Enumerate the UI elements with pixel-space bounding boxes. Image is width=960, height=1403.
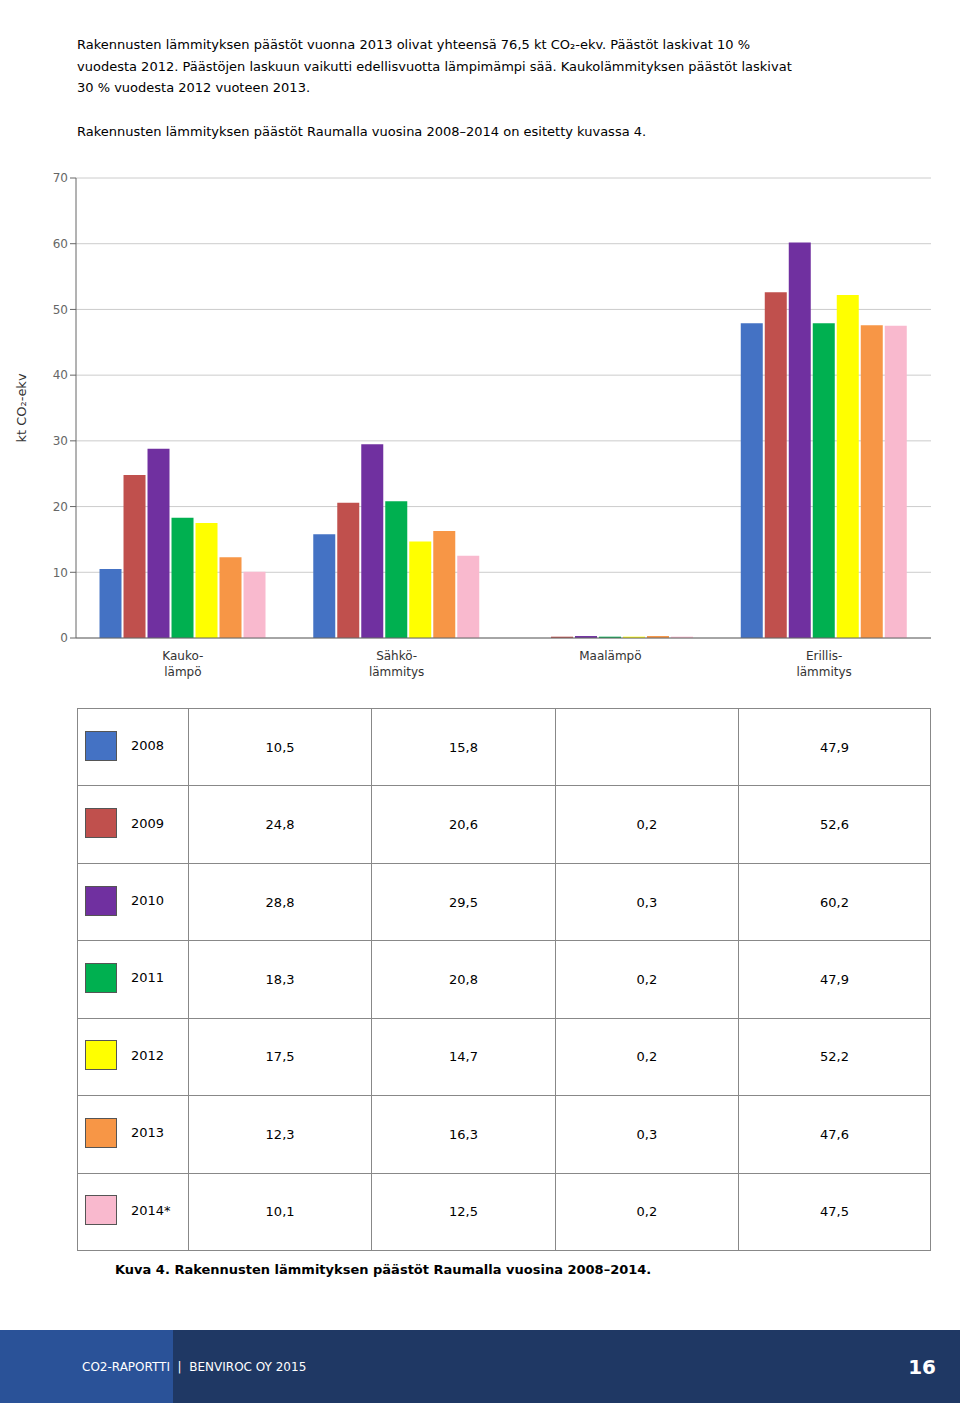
html-text:CO2-RAPORTTI | BENVIROC OY 201: CO2-RAPORTTI | BENVIROC OY 2015 [82, 1359, 307, 1374]
svg-text:70: 70 [53, 171, 68, 185]
svg-text:60: 60 [53, 237, 68, 251]
html-text:47,6: 47,6 [820, 1126, 849, 1142]
svg-text:Maalämpö: Maalämpö [579, 649, 641, 663]
html-text:vuodesta 2012. Päästöjen lasku: vuodesta 2012. Päästöjen laskuun vaikutt… [77, 58, 792, 74]
html-text:12,3: 12,3 [265, 1126, 295, 1142]
svg-text:Kauko-lämpö: Kauko-lämpö [162, 649, 203, 679]
svg-text:30: 30 [53, 434, 68, 448]
html-text:47,5: 47,5 [820, 1204, 849, 1220]
html-text:0,3: 0,3 [636, 1126, 658, 1142]
html-text:0,3: 0,3 [636, 894, 658, 910]
svg-text:10: 10 [53, 566, 68, 580]
html-text:14,7: 14,7 [449, 1049, 478, 1065]
html-text:20,8: 20,8 [449, 972, 478, 987]
html-text:30 % vuodesta 2012 vuoteen 201: 30 % vuodesta 2012 vuoteen 2013. [77, 80, 311, 96]
html-text:2010: 2010 [131, 893, 165, 908]
html-text:Rakennusten lämmityksen päästö: Rakennusten lämmityksen päästöt Raumalla… [77, 123, 647, 139]
html-text:47,9: 47,9 [820, 972, 849, 987]
html-text:2014*: 2014* [131, 1202, 171, 1218]
html-text:18,3: 18,3 [265, 972, 295, 987]
html-text:52,6: 52,6 [820, 817, 849, 833]
html-text:60,2: 60,2 [820, 894, 849, 910]
svg-text:kt CO₂-ekv: kt CO₂-ekv [14, 373, 29, 442]
html-text:52,2: 52,2 [820, 1049, 849, 1065]
html-text:16,3: 16,3 [449, 1126, 478, 1142]
html-text:2013: 2013 [131, 1125, 165, 1141]
html-text:2012: 2012 [131, 1047, 165, 1063]
html-text:16: 16 [908, 1354, 936, 1379]
html-text:10,1: 10,1 [265, 1204, 295, 1220]
html-text:29,5: 29,5 [449, 894, 478, 910]
svg-text:Sähkö-lämmitys: Sähkö-lämmitys [369, 649, 424, 679]
html-text:2011: 2011 [131, 970, 165, 986]
html-text:Rakennusten lämmityksen päästö: Rakennusten lämmityksen päästöt vuonna 2… [77, 37, 750, 52]
html-text:0,2: 0,2 [636, 1049, 658, 1065]
html-text:0,2: 0,2 [636, 817, 658, 833]
svg-text:50: 50 [53, 303, 68, 317]
html-text:12,5: 12,5 [449, 1204, 478, 1220]
html-text:10,5: 10,5 [265, 739, 295, 755]
html-text:0,2: 0,2 [636, 1204, 658, 1220]
svg-text:20: 20 [53, 500, 68, 514]
svg-text:40: 40 [53, 368, 68, 382]
html-text:2009: 2009 [131, 815, 165, 831]
svg-text:0: 0 [60, 631, 68, 645]
svg-text:Erillis-lämmitys: Erillis-lämmitys [796, 649, 851, 679]
html-text:17,5: 17,5 [265, 1049, 295, 1065]
html-text:15,8: 15,8 [449, 739, 478, 755]
html-text:Kuva 4. Rakennusten lämmitykse: Kuva 4. Rakennusten lämmityksen päästöt … [115, 1262, 652, 1277]
html-text:0,2: 0,2 [636, 972, 658, 987]
html-text:28,8: 28,8 [265, 894, 295, 910]
html-text:47,9: 47,9 [820, 739, 849, 755]
html-text:24,8: 24,8 [265, 817, 295, 833]
html-text:20,6: 20,6 [449, 817, 478, 833]
html-text:2008: 2008 [131, 738, 165, 754]
